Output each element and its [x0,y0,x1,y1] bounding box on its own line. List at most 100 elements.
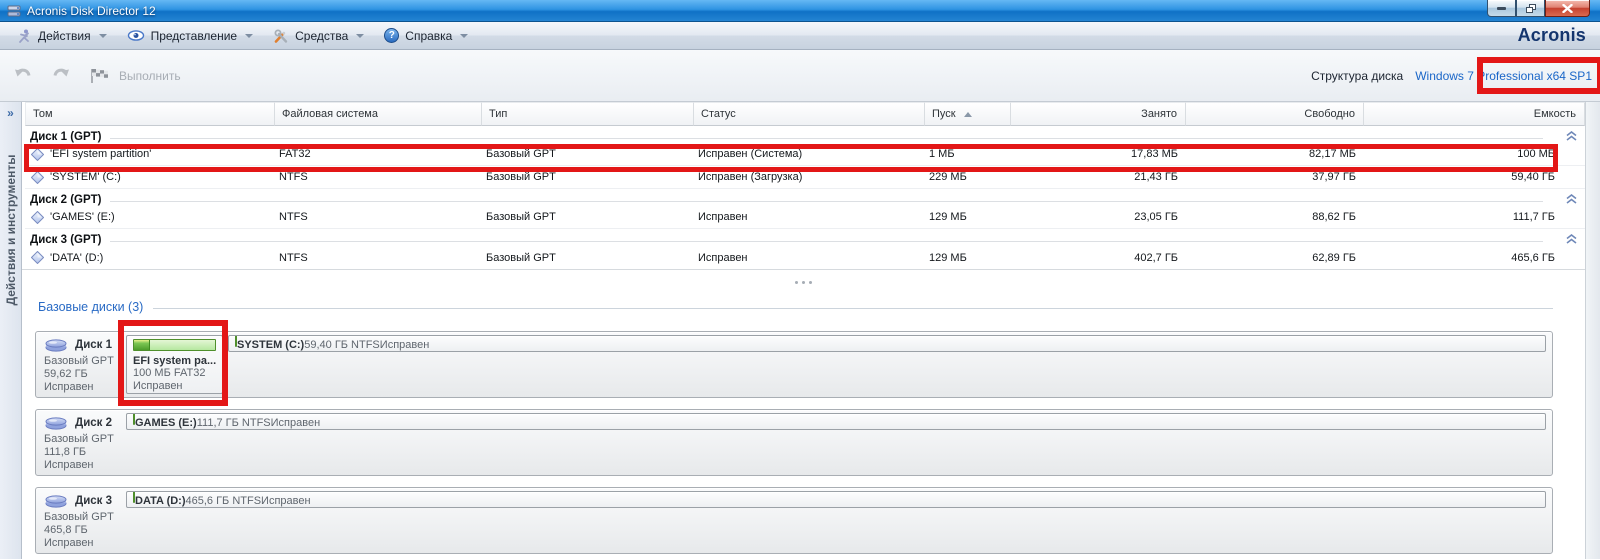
pane-splitter[interactable] [22,270,1585,294]
disk-panels: Диск 1 Базовый GPT 59,62 ГБ Исправен EFI… [35,331,1553,554]
disk-status: Исправен [44,459,94,471]
machine-link[interactable]: Windows 7 Professional x64 SP1 [1415,69,1592,83]
table-header: Том Файловая система Тип Статус Пуск Зан… [25,102,1585,126]
undo-button[interactable] [12,67,34,84]
disk-group-label: Диск 1 (GPT) [30,131,102,143]
menu-item-label: Справка [405,28,453,43]
disk-size: 111,8 ГБ [44,446,87,458]
menu-item-label: Средства [295,28,349,43]
disk-size: 59,62 ГБ [44,368,88,380]
basic-disks-heading: Базовые диски (3) [38,298,1585,316]
table-row[interactable]: 'EFI system partition' FAT32 Базовый GPT… [25,143,1585,166]
disk-group-label: Диск 2 (GPT) [30,194,102,206]
commit-button[interactable]: Выполнить [88,67,181,85]
cell-used: 21,43 ГБ [1134,171,1178,183]
eye-icon [127,30,144,41]
disk-icon [45,495,67,508]
cell-filesystem: FAT32 [279,148,311,160]
collapse-group-button[interactable] [1566,234,1577,244]
menu-item-view[interactable]: Представление [117,26,264,46]
partition-name: SYSTEM (C:) [237,339,305,351]
commit-label: Выполнить [119,68,181,83]
column-header-capacity[interactable]: Емкость [1364,102,1585,126]
partition-usage-bar [133,339,216,351]
cell-free: 88,62 ГБ [1312,211,1356,223]
help-icon: ? [384,28,400,43]
cell-filesystem: NTFS [279,171,308,183]
volume-icon [31,147,44,161]
cell-free: 62,89 ГБ [1312,251,1356,264]
heading-rule [153,307,1553,309]
sidebar-expand-icon[interactable]: » [7,106,14,120]
column-header-volume[interactable]: Том [25,102,275,126]
acronis-logo: Acronis [1517,25,1586,45]
menu-item-actions[interactable]: Действия [6,25,117,47]
window-title: Acronis Disk Director 12 [27,3,156,18]
menubar: Действия Представление Средства ? [0,22,1600,50]
redo-icon [53,68,69,77]
column-header-start[interactable]: Пуск [925,102,1011,126]
partition-block[interactable]: EFI system pa... 100 МБ FAT32 Исправен [126,335,223,394]
column-header-filesystem[interactable]: Файловая система [275,102,482,126]
table-row[interactable]: 'DATA' (D:) NTFS Базовый GPT Исправен 12… [25,246,1585,269]
column-header-type[interactable]: Тип [482,102,694,126]
redo-button[interactable] [50,67,72,84]
volume-table: Том Файловая система Тип Статус Пуск Зан… [22,102,1585,270]
menu-item-label: Действия [38,28,91,43]
disk-name: Диск 1 [75,338,113,351]
disk-structure-label: Структура диска [1311,69,1404,83]
menu-item-help[interactable]: ? Справка [374,25,478,46]
volume-icon [31,210,44,224]
cell-start: 129 МБ [929,251,967,264]
cell-capacity: 100 МБ [1517,148,1555,160]
partition-info: 100 МБ FAT32 [133,367,206,379]
cell-capacity: 111,7 ГБ [1512,211,1555,223]
collapse-chevron-icon [1566,131,1577,141]
sidebar-title: Действия и инструменты [4,154,18,306]
cell-type: Базовый GPT [486,211,556,223]
partition-status: Исправен [261,494,311,507]
close-button[interactable] [1545,0,1590,17]
partition-name: EFI system pa... [133,355,216,367]
content-area: Том Файловая система Тип Статус Пуск Зан… [22,102,1600,559]
tools-icon [274,29,288,43]
column-header-used[interactable]: Занято [1011,102,1186,126]
cell-used: 17,83 МБ [1131,148,1178,160]
partitions-strip: DATA (D:) 465,6 ГБ NTFS Исправен [124,488,1552,553]
partition-block[interactable]: GAMES (E:) 111,7 ГБ NTFS Исправен [126,413,1546,430]
restore-button[interactable] [1516,0,1545,17]
cell-free: 82,17 МБ [1309,148,1356,160]
disk-panel: Диск 1 Базовый GPT 59,62 ГБ Исправен EFI… [35,331,1553,398]
disk-type: Базовый GPT [44,433,114,445]
table-row[interactable]: 'SYSTEM' (C:) NTFS Базовый GPT Исправен … [25,166,1585,189]
collapse-group-button[interactable] [1566,194,1577,204]
cell-used: 23,05 ГБ [1134,211,1178,223]
partition-info: 111,7 ГБ NTFS [196,416,271,429]
main-area: » Действия и инструменты Том Файловая си… [0,102,1600,559]
column-header-status[interactable]: Статус [694,102,925,126]
disk-icon [45,417,67,430]
vertical-scrollbar[interactable] [1585,102,1600,559]
table-row[interactable]: 'GAMES' (E:) NTFS Базовый GPT Исправен 1… [25,206,1585,229]
cell-type: Базовый GPT [486,148,556,160]
disk-size: 465,8 ГБ [44,524,88,536]
column-header-label: Пуск [932,108,956,120]
cell-type: Базовый GPT [486,251,556,264]
minimize-button[interactable] [1487,0,1516,17]
partition-usage-bar [235,336,237,347]
column-header-free[interactable]: Свободно [1186,102,1364,126]
partition-block[interactable]: SYSTEM (C:) 59,40 ГБ NTFS Исправен [228,335,1546,352]
titlebar[interactable]: Acronis Disk Director 12 [0,0,1600,22]
volume-icon [31,251,44,264]
partition-block[interactable]: DATA (D:) 465,6 ГБ NTFS Исправен [126,491,1546,508]
menu-item-tools[interactable]: Средства [263,25,374,47]
usage-fill [134,492,135,502]
disk-icon [45,339,67,352]
app-icon [7,4,21,18]
chevron-down-icon [245,33,254,38]
usage-fill [236,336,237,346]
collapse-group-button[interactable] [1566,131,1577,141]
disk-name: Диск 2 [75,416,113,429]
cell-volume: 'DATA' (D:) [50,251,104,264]
cell-status: Исправен [698,251,748,264]
